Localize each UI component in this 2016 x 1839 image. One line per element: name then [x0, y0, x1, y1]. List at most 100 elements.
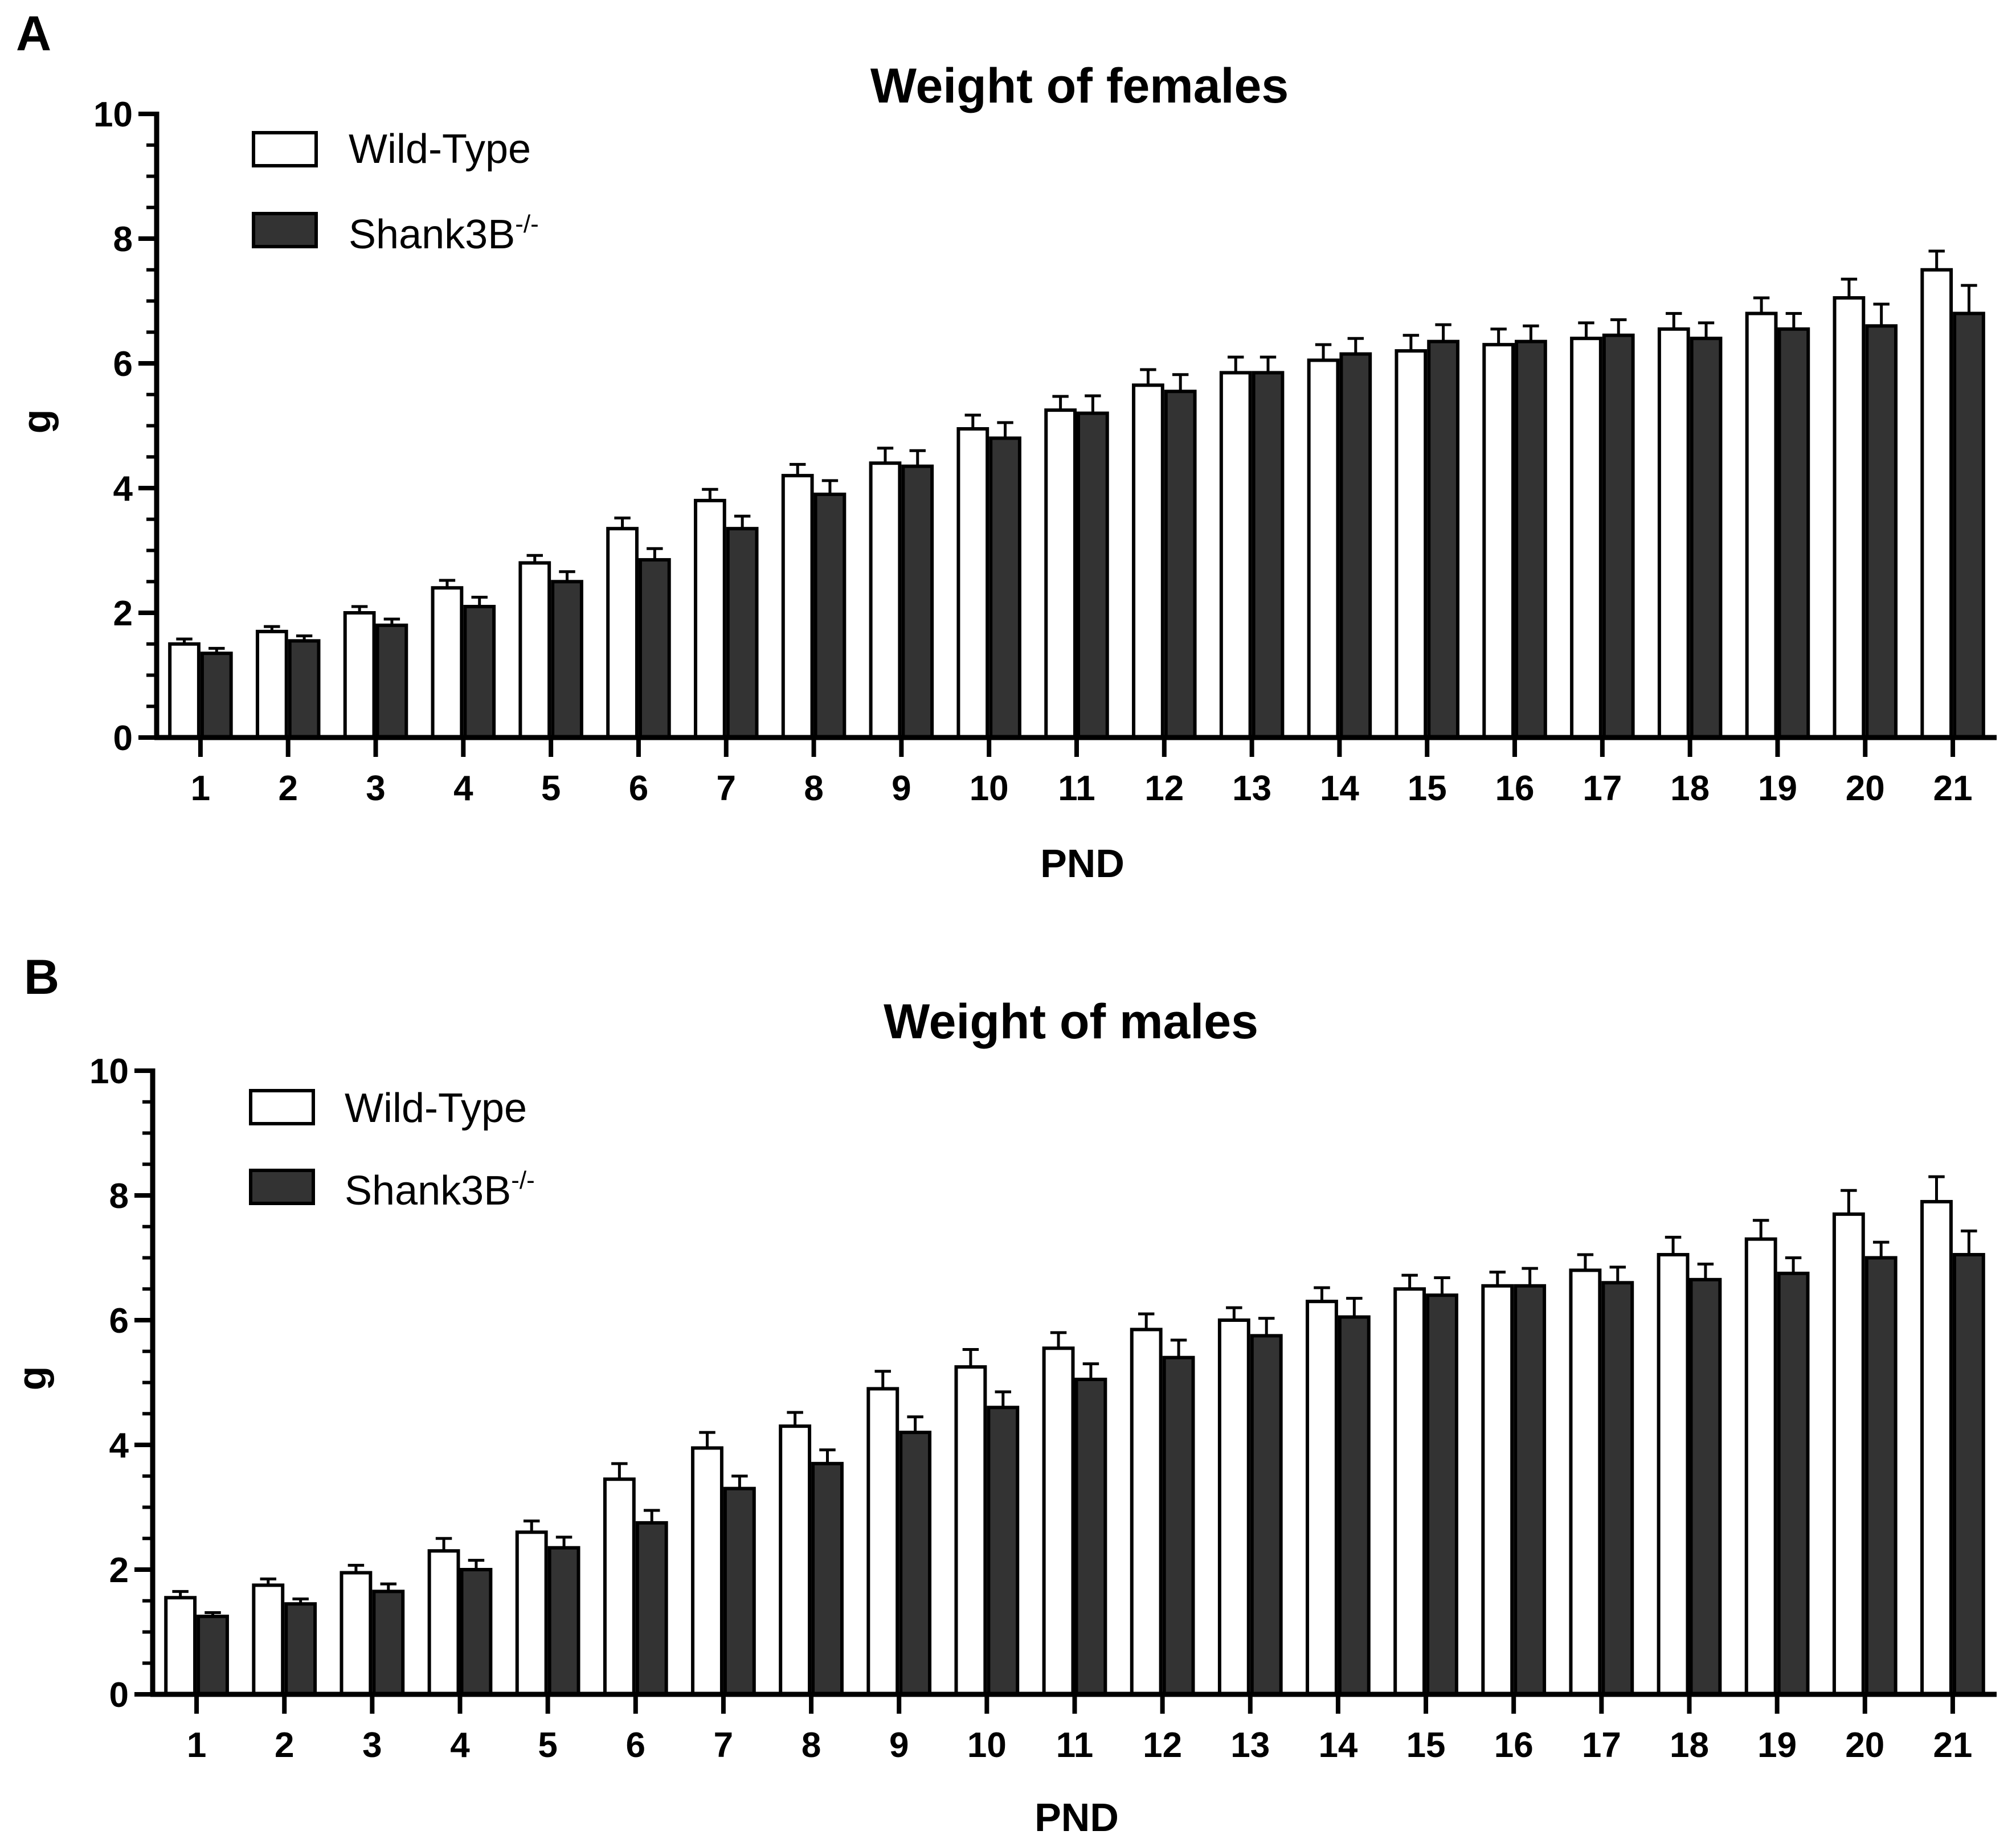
bar-shank3b-b-12 — [1162, 1355, 1195, 1696]
bar-shank3b-a-13 — [1252, 371, 1285, 739]
x-tick-label-a-14: 14 — [1320, 769, 1359, 808]
bar-wild-type-b-13 — [1217, 1318, 1250, 1696]
x-tick-label-b-7: 7 — [714, 1726, 733, 1765]
x-tick-label-b-6: 6 — [626, 1726, 645, 1765]
x-tick-label-b-20: 20 — [1845, 1726, 1884, 1765]
legend-b: Wild-Type Shank3B-/- — [249, 1086, 535, 1214]
x-tick-label-b-15: 15 — [1406, 1726, 1446, 1765]
bar-wild-type-a-11 — [1044, 408, 1077, 739]
bar-shank3b-a-6 — [638, 558, 671, 739]
y-axis-title-b: g — [10, 1366, 54, 1391]
bar-shank3b-b-19 — [1777, 1271, 1810, 1696]
bar-wild-type-a-21 — [1920, 268, 1953, 739]
bar-shank3b-a-2 — [288, 639, 321, 740]
legend-swatch-wild-type-b — [249, 1089, 315, 1125]
x-tick-label-b-8: 8 — [802, 1726, 821, 1765]
legend-item-shank3b-a: Shank3B-/- — [252, 210, 539, 257]
bar-shank3b-b-10 — [987, 1406, 1020, 1697]
x-tick-label-a-9: 9 — [892, 769, 911, 808]
legend-label-shank3b-sup-b: -/- — [511, 1166, 535, 1194]
bar-shank3b-a-19 — [1777, 327, 1810, 739]
panel-b: B Weight of males PND g Wild-Type Shank3… — [10, 950, 1997, 1839]
bar-wild-type-a-5 — [518, 561, 551, 740]
legend-swatch-wild-type-a — [252, 131, 318, 167]
bar-wild-type-a-6 — [606, 527, 639, 739]
y-tick-label-b-6: 6 — [109, 1301, 129, 1341]
legend-label-shank3b-main-b: Shank3B — [345, 1168, 511, 1214]
bar-shank3b-b-11 — [1074, 1378, 1107, 1696]
legend-item-shank3b-b: Shank3B-/- — [249, 1166, 535, 1214]
y-tick-label-a-2: 2 — [113, 594, 133, 633]
x-tick-label-a-8: 8 — [804, 769, 823, 808]
x-tick-label-a-1: 1 — [191, 769, 210, 808]
x-tick-label-a-6: 6 — [629, 769, 648, 808]
bar-wild-type-a-20 — [1833, 296, 1866, 739]
y-tick-label-b-2: 2 — [109, 1551, 129, 1590]
x-tick-label-b-12: 12 — [1143, 1726, 1182, 1765]
x-tick-label-b-3: 3 — [362, 1726, 382, 1765]
bar-shank3b-b-17 — [1601, 1281, 1634, 1697]
legend-swatch-shank3b-a — [252, 212, 318, 248]
bar-wild-type-a-4 — [431, 586, 464, 739]
bar-shank3b-b-14 — [1338, 1315, 1371, 1696]
x-tick-label-a-17: 17 — [1582, 769, 1622, 808]
bar-shank3b-b-18 — [1689, 1277, 1722, 1696]
bar-shank3b-b-13 — [1250, 1334, 1283, 1696]
x-tick-label-b-16: 16 — [1494, 1726, 1534, 1765]
bar-wild-type-a-13 — [1219, 371, 1252, 739]
x-tick-label-b-5: 5 — [538, 1726, 557, 1765]
legend-label-shank3b-a: Shank3B-/- — [349, 210, 539, 257]
bar-wild-type-b-16 — [1481, 1284, 1514, 1696]
bar-shank3b-a-20 — [1865, 324, 1898, 739]
bar-wild-type-b-17 — [1569, 1268, 1602, 1696]
bar-shank3b-b-20 — [1864, 1256, 1898, 1696]
bar-wild-type-b-4 — [427, 1549, 460, 1696]
chart-title-a: Weight of females — [870, 59, 1289, 113]
x-tick-label-a-20: 20 — [1846, 769, 1885, 808]
bar-wild-type-b-18 — [1657, 1253, 1690, 1696]
bar-shank3b-a-3 — [375, 623, 408, 740]
y-tick-label-b-4: 4 — [109, 1426, 129, 1465]
bar-wild-type-a-15 — [1395, 349, 1428, 739]
bar-shank3b-b-6 — [635, 1521, 668, 1696]
bar-shank3b-a-15 — [1427, 339, 1459, 739]
x-tick-label-a-12: 12 — [1144, 769, 1184, 808]
bar-wild-type-b-6 — [603, 1477, 636, 1697]
x-tick-label-a-5: 5 — [541, 769, 561, 808]
legend-label-shank3b-b: Shank3B-/- — [345, 1166, 535, 1214]
bar-wild-type-a-3 — [343, 611, 376, 739]
bar-wild-type-b-21 — [1920, 1199, 1953, 1696]
x-tick-label-a-15: 15 — [1408, 769, 1447, 808]
bar-shank3b-b-7 — [723, 1486, 756, 1696]
panel-label-a: A — [16, 6, 51, 61]
bar-wild-type-b-2 — [252, 1583, 285, 1696]
y-tick-label-a-0: 0 — [113, 719, 133, 758]
bar-shank3b-b-1 — [197, 1615, 229, 1696]
bar-shank3b-a-11 — [1077, 411, 1109, 739]
x-tick-label-b-14: 14 — [1318, 1726, 1357, 1765]
bar-wild-type-a-18 — [1657, 327, 1690, 739]
legend-label-wild-type-b: Wild-Type — [345, 1086, 527, 1131]
bar-shank3b-b-2 — [284, 1602, 317, 1697]
x-tick-label-a-10: 10 — [970, 769, 1009, 808]
bar-wild-type-a-17 — [1570, 337, 1602, 739]
bar-shank3b-a-21 — [1953, 312, 1985, 739]
bar-wild-type-b-12 — [1130, 1328, 1163, 1697]
bar-shank3b-b-3 — [372, 1590, 405, 1696]
bar-wild-type-b-11 — [1042, 1346, 1075, 1696]
bar-wild-type-b-7 — [691, 1446, 723, 1697]
y-tick-label-a-6: 6 — [113, 345, 133, 384]
x-tick-label-b-18: 18 — [1670, 1726, 1709, 1765]
bar-shank3b-a-12 — [1164, 390, 1197, 739]
legend-label-shank3b-main-a: Shank3B — [349, 212, 515, 257]
bar-wild-type-b-5 — [515, 1530, 548, 1697]
bar-shank3b-a-1 — [200, 652, 233, 740]
x-tick-label-a-11: 11 — [1058, 769, 1095, 808]
legend-item-wild-type-a: Wild-Type — [252, 126, 531, 172]
bar-shank3b-a-5 — [551, 580, 583, 739]
legend-swatch-shank3b-b — [249, 1169, 315, 1205]
bar-wild-type-b-1 — [164, 1596, 197, 1696]
